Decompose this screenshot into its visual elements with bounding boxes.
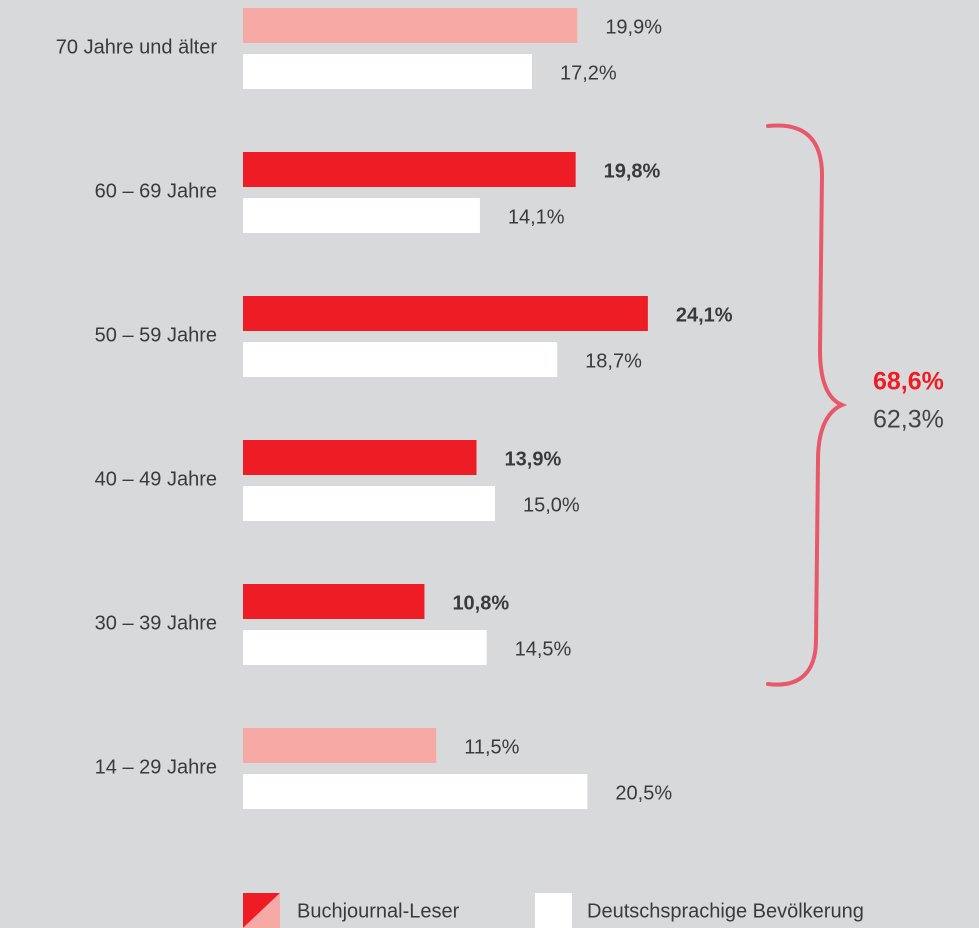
bar [243, 728, 437, 763]
bar [243, 8, 578, 43]
legend-swatch [535, 893, 572, 928]
value-label: 24,1% [676, 304, 733, 326]
brace-total-readers: 68,6% [873, 368, 944, 396]
legend-label: Deutschsprachige Bevölkerung [587, 900, 864, 922]
bar [243, 630, 487, 665]
value-label: 17,2% [560, 62, 617, 84]
category-label: 60 – 69 Jahre [95, 180, 217, 202]
value-label: 15,0% [523, 494, 580, 516]
bar [243, 774, 588, 809]
bar [243, 440, 477, 475]
category-label: 14 – 29 Jahre [95, 756, 217, 778]
bar [243, 584, 425, 619]
brace [766, 123, 848, 687]
bar [243, 152, 576, 187]
value-label: 11,5% [464, 736, 519, 758]
bar [243, 342, 558, 377]
value-label: 10,8% [452, 592, 509, 614]
value-label: 19,9% [605, 16, 662, 38]
bar [243, 486, 495, 521]
legend-label: Buchjournal-Leser [297, 900, 460, 922]
value-label: 14,1% [508, 206, 565, 228]
bar [243, 296, 648, 331]
value-label: 19,8% [604, 160, 661, 182]
legend-swatch [243, 893, 280, 928]
category-label: 30 – 39 Jahre [95, 612, 217, 634]
category-label: 70 Jahre und älter [56, 36, 218, 58]
brace-total-population: 62,3% [873, 406, 944, 434]
value-label: 14,5% [515, 638, 572, 660]
bar [243, 198, 480, 233]
bar [243, 54, 532, 89]
category-label: 40 – 49 Jahre [95, 468, 217, 490]
value-label: 18,7% [585, 350, 642, 372]
category-label: 50 – 59 Jahre [95, 324, 217, 346]
value-label: 20,5% [615, 782, 672, 804]
value-label: 13,9% [505, 448, 562, 470]
